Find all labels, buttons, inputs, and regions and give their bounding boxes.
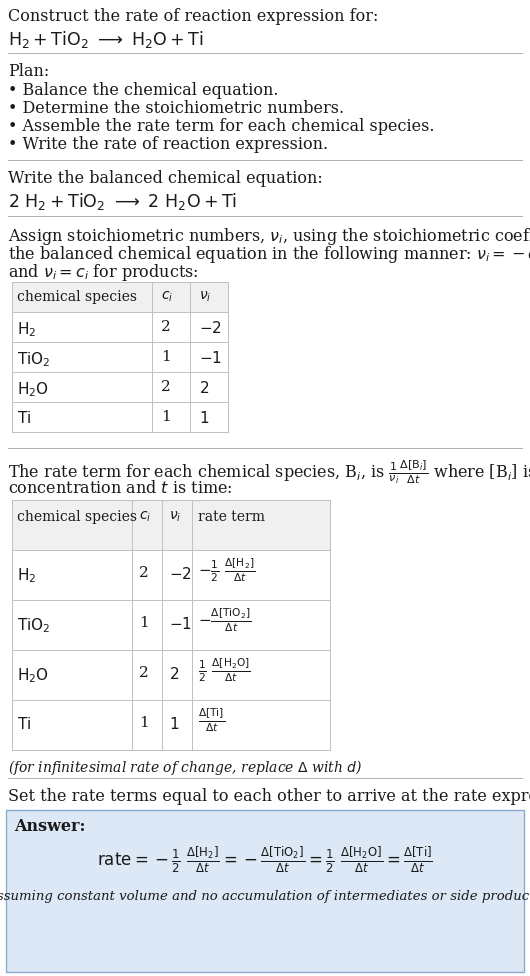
Text: Construct the rate of reaction expression for:: Construct the rate of reaction expressio… [8,8,378,25]
Text: $\mathrm{Ti}$: $\mathrm{Ti}$ [17,410,31,426]
Text: 1: 1 [161,350,171,364]
Text: $\mathrm{TiO_2}$: $\mathrm{TiO_2}$ [17,616,50,634]
Text: Plan:: Plan: [8,63,49,80]
Text: chemical species: chemical species [17,290,137,304]
Text: $2$: $2$ [199,380,209,396]
Text: $\mathrm{H_2} + \mathrm{TiO_2}\ \longrightarrow\ \mathrm{H_2O} + \mathrm{Ti}$: $\mathrm{H_2} + \mathrm{TiO_2}\ \longrig… [8,29,204,50]
Text: Answer:: Answer: [14,818,85,835]
Text: rate term: rate term [198,510,265,524]
Text: chemical species: chemical species [17,510,137,524]
Text: $\mathrm{H_2}$: $\mathrm{H_2}$ [17,320,36,339]
Text: 2: 2 [139,566,149,580]
Text: 1: 1 [139,616,149,630]
Text: $1$: $1$ [199,410,209,426]
Text: 1: 1 [139,716,149,730]
Text: $c_i$: $c_i$ [139,510,151,524]
Text: $1$: $1$ [169,716,179,732]
Text: $-\frac{1}{2}\ \frac{\Delta[\mathrm{H_2}]}{\Delta t}$: $-\frac{1}{2}\ \frac{\Delta[\mathrm{H_2}… [198,556,255,584]
Text: $c_i$: $c_i$ [161,290,173,305]
Text: • Write the rate of reaction expression.: • Write the rate of reaction expression. [8,136,328,153]
Text: Write the balanced chemical equation:: Write the balanced chemical equation: [8,170,323,187]
Text: 1: 1 [161,410,171,424]
Text: $2$: $2$ [169,666,179,682]
Text: 2: 2 [139,666,149,680]
Text: $\mathrm{H_2}$: $\mathrm{H_2}$ [17,566,36,585]
Text: • Assemble the rate term for each chemical species.: • Assemble the rate term for each chemic… [8,118,435,135]
Text: the balanced chemical equation in the following manner: $\nu_i = -c_i$ for react: the balanced chemical equation in the fo… [8,244,530,265]
Text: (for infinitesimal rate of change, replace $\Delta$ with $d$): (for infinitesimal rate of change, repla… [8,758,363,777]
Text: $\mathrm{TiO_2}$: $\mathrm{TiO_2}$ [17,350,50,369]
Text: $\nu_i$: $\nu_i$ [199,290,211,305]
Text: concentration and $t$ is time:: concentration and $t$ is time: [8,480,233,497]
Text: $\mathrm{Ti}$: $\mathrm{Ti}$ [17,716,31,732]
Text: $\mathrm{rate} = -\frac{1}{2}\ \frac{\Delta[\mathrm{H_2}]}{\Delta t} = -\frac{\D: $\mathrm{rate} = -\frac{1}{2}\ \frac{\De… [97,844,433,874]
Text: and $\nu_i = c_i$ for products:: and $\nu_i = c_i$ for products: [8,262,198,283]
Text: Set the rate terms equal to each other to arrive at the rate expression:: Set the rate terms equal to each other t… [8,788,530,805]
FancyBboxPatch shape [6,810,524,972]
Text: Assign stoichiometric numbers, $\nu_i$, using the stoichiometric coefficients, $: Assign stoichiometric numbers, $\nu_i$, … [8,226,530,247]
Text: The rate term for each chemical species, B$_i$, is $\frac{1}{\nu_i}\frac{\Delta[: The rate term for each chemical species,… [8,458,530,486]
Bar [12,500,330,550]
Text: $\mathrm{H_2O}$: $\mathrm{H_2O}$ [17,666,49,685]
Text: • Determine the stoichiometric numbers.: • Determine the stoichiometric numbers. [8,100,344,117]
Text: $-\frac{\Delta[\mathrm{TiO_2}]}{\Delta t}$: $-\frac{\Delta[\mathrm{TiO_2}]}{\Delta t… [198,606,251,633]
Text: 2: 2 [161,380,171,394]
Text: (assuming constant volume and no accumulation of intermediates or side products): (assuming constant volume and no accumul… [0,890,530,903]
Text: $\frac{1}{2}\ \frac{\Delta[\mathrm{H_2O}]}{\Delta t}$: $\frac{1}{2}\ \frac{\Delta[\mathrm{H_2O}… [198,656,251,683]
Text: $-2$: $-2$ [169,566,192,582]
Text: $2\ \mathrm{H_2} + \mathrm{TiO_2}\ \longrightarrow\ 2\ \mathrm{H_2O} + \mathrm{T: $2\ \mathrm{H_2} + \mathrm{TiO_2}\ \long… [8,191,237,212]
Text: $-1$: $-1$ [169,616,192,632]
Text: $-1$: $-1$ [199,350,222,366]
Bar [12,282,228,312]
Text: $\frac{\Delta[\mathrm{Ti}]}{\Delta t}$: $\frac{\Delta[\mathrm{Ti}]}{\Delta t}$ [198,706,225,734]
Text: $\nu_i$: $\nu_i$ [169,510,181,524]
Text: 2: 2 [161,320,171,334]
Text: • Balance the chemical equation.: • Balance the chemical equation. [8,82,278,99]
Text: $\mathrm{H_2O}$: $\mathrm{H_2O}$ [17,380,49,399]
Text: $-2$: $-2$ [199,320,222,336]
